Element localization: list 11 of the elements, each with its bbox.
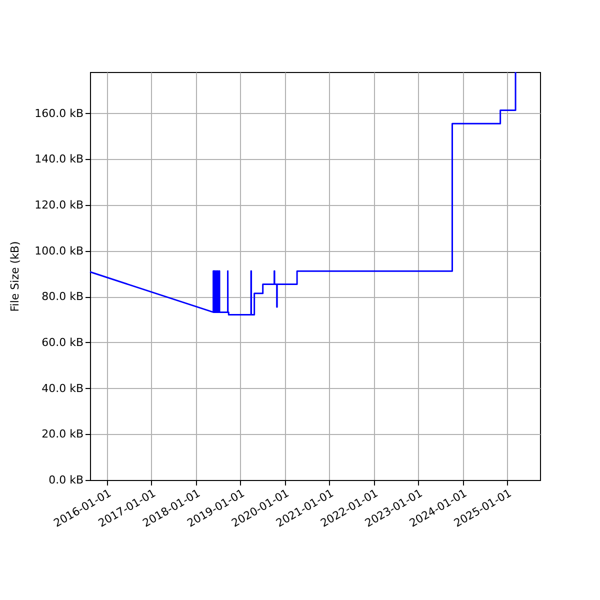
y-tick-label: 100.0 kB (34, 244, 84, 258)
y-tick-label: 0.0 kB (48, 474, 84, 486)
line-series (89, 71, 516, 316)
y-tick-label: 160.0 kB (34, 106, 84, 120)
y-tick-label: 80.0 kB (42, 290, 84, 304)
y-tick-label: 60.0 kB (42, 336, 84, 349)
y-tick-label: 20.0 kB (42, 428, 84, 441)
y-tick-label: 120.0 kB (34, 198, 84, 212)
y-tick-label: 40.0 kB (42, 382, 84, 395)
y-axis-title: File Size (kB) (8, 241, 22, 312)
y-tick-label: 140.0 kB (34, 152, 84, 166)
